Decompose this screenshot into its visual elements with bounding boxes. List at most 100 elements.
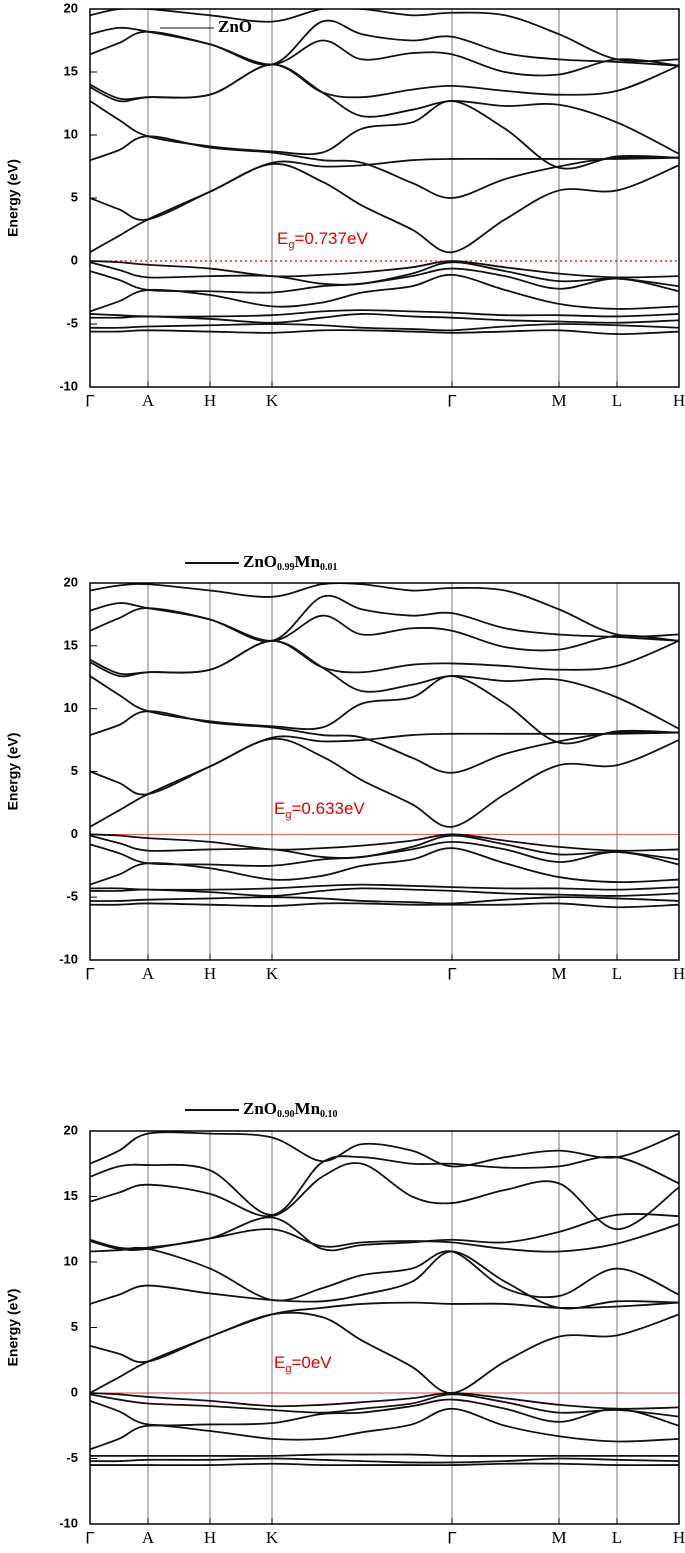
x-tick-label: H bbox=[673, 391, 685, 410]
x-tick-label: H bbox=[673, 964, 685, 983]
band bbox=[90, 156, 679, 221]
x-tick-label: H bbox=[204, 964, 216, 983]
annotation-part: =0.633eV bbox=[291, 799, 365, 818]
y-tick-label: 10 bbox=[64, 126, 78, 141]
band bbox=[90, 594, 679, 643]
band bbox=[90, 1155, 679, 1216]
annotation-part: E bbox=[274, 1353, 285, 1372]
x-tick-label: A bbox=[142, 1528, 155, 1547]
x-tick-label: H bbox=[204, 391, 216, 410]
band bbox=[90, 639, 679, 676]
y-tick-label: 20 bbox=[64, 0, 78, 15]
band bbox=[90, 329, 679, 335]
band bbox=[90, 1223, 679, 1253]
y-axis-label: Energy (eV) bbox=[5, 159, 21, 237]
band bbox=[90, 1250, 679, 1310]
y-tick-label: -5 bbox=[66, 889, 78, 904]
band bbox=[90, 710, 679, 774]
x-tick-label: L bbox=[612, 964, 622, 983]
y-tick-label: -10 bbox=[59, 378, 78, 393]
x-tick-label: H bbox=[673, 1528, 685, 1547]
y-tick-label: 0 bbox=[71, 826, 78, 841]
y-tick-label: 5 bbox=[71, 189, 78, 204]
gap-annotation: Eg=0.737eV bbox=[277, 229, 368, 250]
legend-subscript: 0.90 bbox=[277, 1109, 295, 1120]
y-tick-label: 20 bbox=[64, 574, 78, 589]
band bbox=[90, 675, 679, 745]
legend-text: ZnO bbox=[218, 17, 252, 36]
y-tick-label: 5 bbox=[71, 763, 78, 778]
y-tick-label: 15 bbox=[64, 63, 78, 78]
y-tick-label: 15 bbox=[64, 637, 78, 652]
band bbox=[90, 896, 679, 905]
gap-annotation: Eg=0.633eV bbox=[274, 799, 365, 820]
x-tick-label: L bbox=[612, 1528, 622, 1547]
y-tick-label: 20 bbox=[64, 1122, 78, 1137]
legend-subscript: 0.10 bbox=[320, 1109, 338, 1120]
band bbox=[90, 1393, 679, 1418]
annotation-part: E bbox=[277, 229, 288, 248]
legend-text: ZnO0.90Mn0.10 bbox=[243, 1099, 338, 1120]
legend-part: ZnO bbox=[243, 552, 277, 571]
y-tick-label: 0 bbox=[71, 1384, 78, 1399]
x-tick-label: H bbox=[204, 1528, 216, 1547]
annotation-part: =0eV bbox=[291, 1353, 332, 1372]
band bbox=[90, 1246, 679, 1302]
legend-text: ZnO0.99Mn0.01 bbox=[243, 552, 338, 573]
band bbox=[90, 135, 679, 199]
band bbox=[90, 1213, 679, 1252]
band bbox=[90, 1398, 679, 1427]
band bbox=[90, 883, 679, 891]
band bbox=[90, 1462, 679, 1467]
annotation-subscript: g bbox=[285, 1363, 291, 1375]
x-tick-label: Γ bbox=[447, 1528, 456, 1547]
x-tick-label: Γ bbox=[85, 1528, 94, 1547]
band bbox=[90, 583, 679, 638]
band bbox=[90, 902, 679, 909]
y-tick-label: 10 bbox=[64, 700, 78, 715]
legend-subscript: 0.01 bbox=[320, 562, 338, 573]
x-tick-label: Γ bbox=[85, 964, 94, 983]
band bbox=[90, 261, 679, 288]
band bbox=[90, 1311, 679, 1394]
annotation-part: E bbox=[274, 799, 285, 818]
x-tick-label: A bbox=[142, 964, 155, 983]
legend-part: Mn bbox=[295, 552, 321, 571]
band bbox=[90, 260, 679, 279]
band bbox=[90, 309, 679, 318]
x-tick-label: M bbox=[551, 1528, 566, 1547]
x-tick-label: K bbox=[266, 1528, 279, 1547]
y-tick-label: -10 bbox=[59, 951, 78, 966]
plot-frame bbox=[89, 8, 680, 388]
x-tick-label: M bbox=[551, 391, 566, 410]
y-tick-label: -10 bbox=[59, 1515, 78, 1530]
annotation-part: =0.737eV bbox=[294, 229, 368, 248]
y-tick-label: 0 bbox=[71, 252, 78, 267]
y-tick-label: 15 bbox=[64, 1188, 78, 1203]
band bbox=[90, 9, 679, 63]
x-tick-label: K bbox=[266, 391, 279, 410]
annotation-subscript: g bbox=[285, 809, 291, 821]
annotation-subscript: g bbox=[288, 239, 294, 251]
band bbox=[90, 731, 679, 796]
y-tick-label: -5 bbox=[66, 315, 78, 330]
band bbox=[90, 100, 679, 170]
x-tick-label: A bbox=[142, 391, 155, 410]
band bbox=[90, 607, 679, 652]
legend-subscript: 0.99 bbox=[277, 562, 295, 573]
band bbox=[90, 323, 679, 332]
plot-frame bbox=[89, 1130, 680, 1525]
y-tick-label: 5 bbox=[71, 1319, 78, 1334]
y-tick-label: 10 bbox=[64, 1253, 78, 1268]
band bbox=[90, 19, 679, 67]
y-tick-label: -5 bbox=[66, 1450, 78, 1465]
band bbox=[90, 833, 679, 852]
x-tick-label: M bbox=[551, 964, 566, 983]
plot-frame bbox=[89, 582, 680, 961]
band bbox=[90, 1392, 679, 1410]
x-tick-label: Γ bbox=[447, 964, 456, 983]
y-axis-label: Energy (eV) bbox=[5, 733, 21, 811]
legend-part: Mn bbox=[295, 1099, 321, 1118]
